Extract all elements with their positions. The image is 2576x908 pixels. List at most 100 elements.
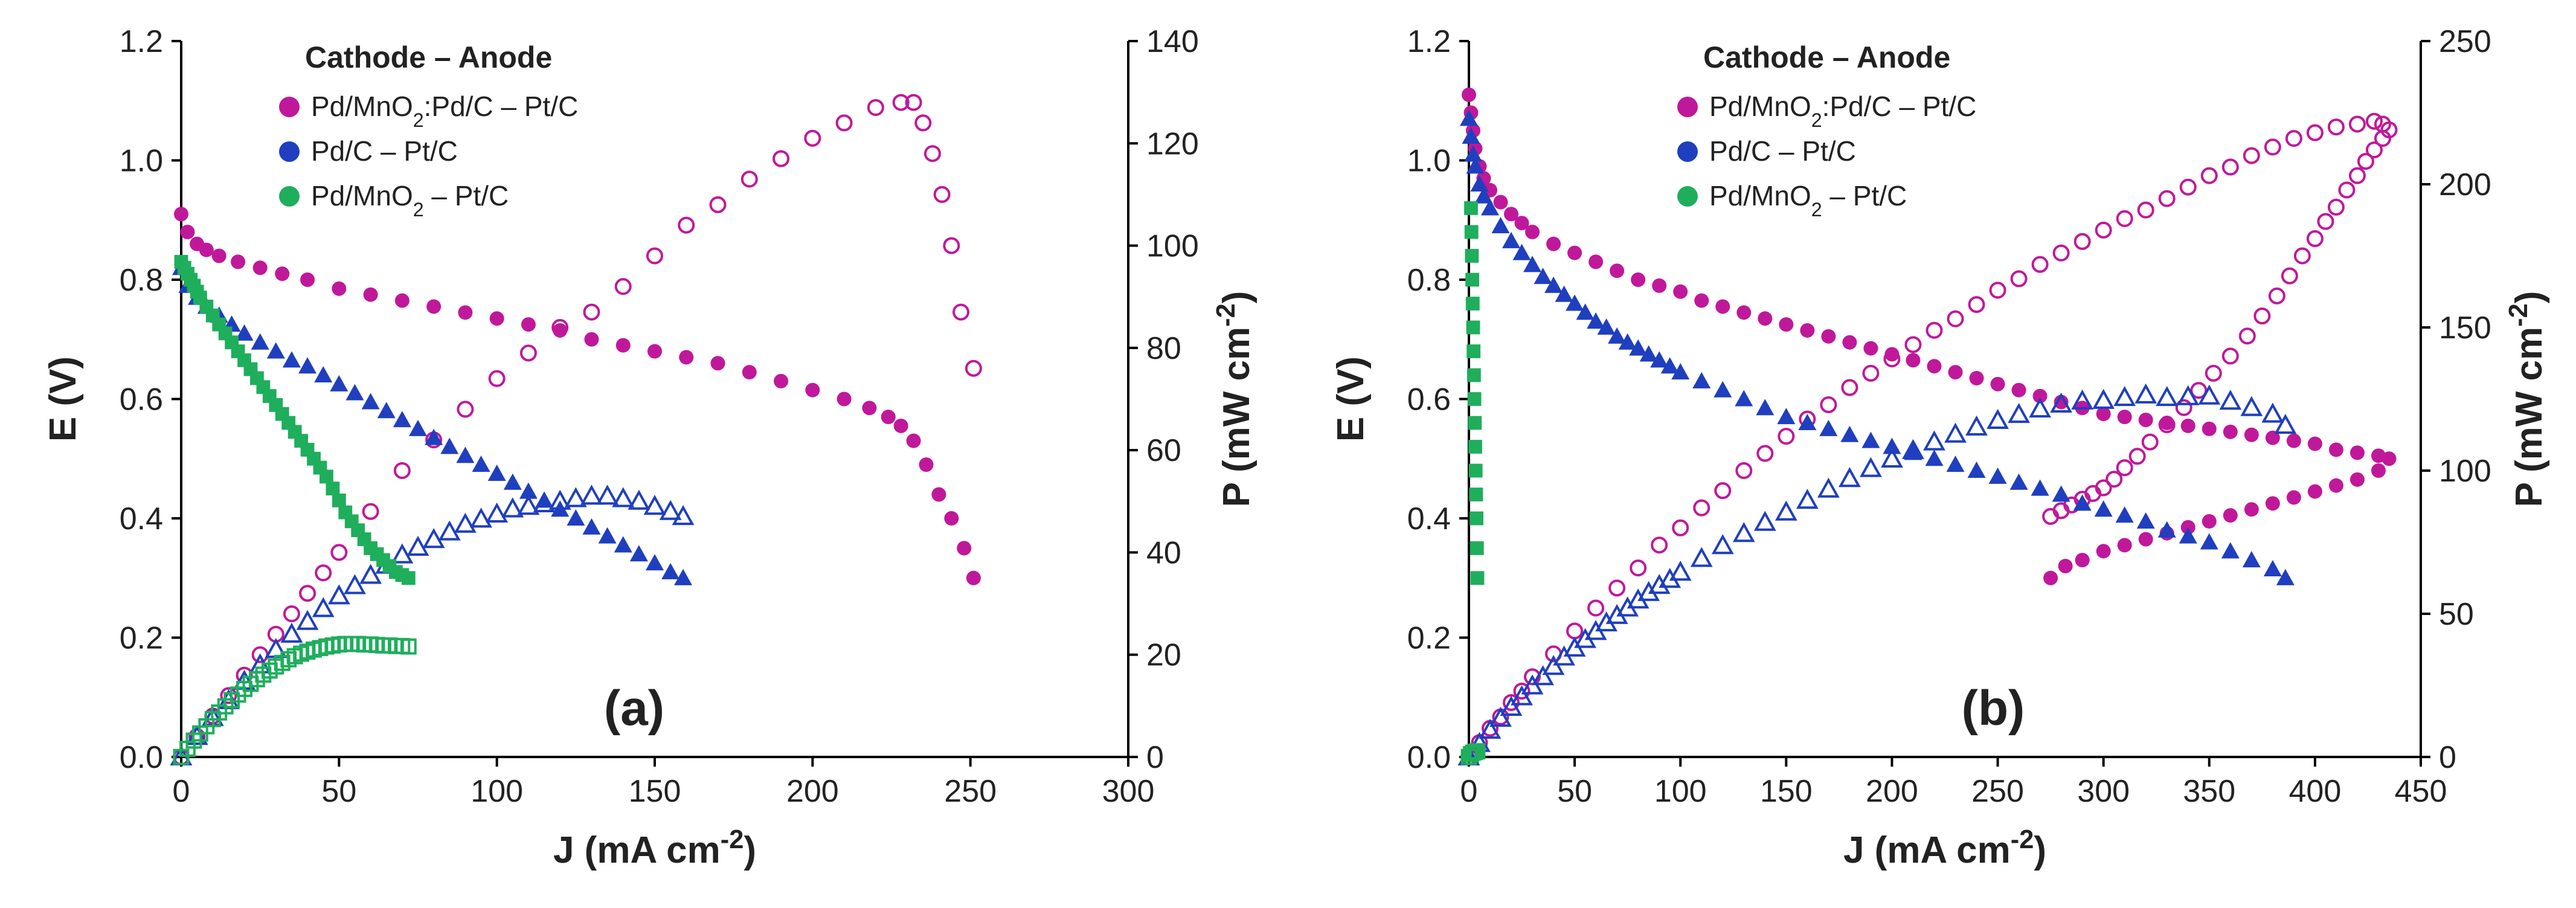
data-point — [330, 375, 348, 391]
data-point — [2327, 118, 2345, 136]
data-point — [1566, 622, 1584, 640]
data-point — [2116, 459, 2133, 477]
data-point — [2105, 471, 2123, 488]
data-point — [1735, 390, 1753, 407]
y2-tick-label: 40 — [1146, 535, 1181, 570]
legend-label: Pd/C – Pt/C — [1709, 135, 1856, 167]
data-point — [2158, 190, 2176, 207]
data-point — [2075, 553, 2090, 568]
data-point — [2265, 430, 2280, 445]
data-point — [2179, 178, 2197, 196]
data-point — [1555, 285, 1573, 302]
data-point — [521, 317, 536, 332]
data-point — [2157, 521, 2176, 538]
data-point — [2276, 568, 2295, 585]
legend-label: Pd/MnO2:Pd/C – Pt/C — [311, 91, 578, 131]
x-tick-label: 100 — [1654, 774, 1707, 809]
y-tick-label: 0.6 — [120, 382, 163, 417]
data-point — [1542, 655, 1565, 675]
data-point — [2306, 124, 2324, 141]
y2-tick-label: 50 — [2439, 597, 2474, 632]
data-point — [1860, 457, 1882, 477]
data-point — [1651, 536, 1668, 554]
y2-tick-label: 0 — [1146, 740, 1164, 775]
data-point — [2190, 382, 2208, 399]
data-point — [438, 520, 461, 541]
x-tick-label: 0 — [173, 774, 190, 809]
data-point — [2263, 559, 2282, 576]
data-point — [211, 248, 226, 263]
data-point — [2175, 399, 2192, 416]
data-point — [486, 502, 509, 523]
data-point — [2096, 407, 2111, 422]
data-point — [835, 114, 853, 132]
data-point — [919, 457, 934, 472]
data-point — [345, 384, 364, 401]
legend-marker — [279, 97, 300, 117]
panel-label: (b) — [1962, 681, 2025, 736]
y2-axis-title: P (mW cm-2) — [1212, 291, 1257, 507]
data-point — [2317, 213, 2334, 230]
data-point — [220, 687, 237, 704]
data-point — [298, 357, 317, 374]
data-point — [1819, 419, 1838, 436]
data-point — [501, 497, 524, 518]
data-point — [487, 464, 506, 481]
data-point — [2274, 413, 2297, 434]
y2-tick-label: 80 — [1146, 331, 1181, 366]
data-point — [1694, 293, 1709, 308]
data-point — [359, 564, 382, 584]
data-point — [2202, 421, 2217, 436]
chart-panel-b: 0 50 100 150 200 250 300 350 400 450 0.0 0.2 0.4 0.6 0… — [1330, 24, 2550, 871]
legend-label: Pd/MnO2 – Pt/C — [311, 180, 509, 221]
data-point — [1841, 379, 1858, 396]
data-point — [2328, 442, 2343, 457]
data-point — [2032, 388, 2048, 404]
y-tick-label: 0.4 — [120, 501, 163, 536]
data-point — [564, 487, 587, 507]
data-point — [1690, 547, 1713, 567]
data-point — [1779, 317, 1794, 332]
data-point — [2071, 389, 2094, 410]
data-point — [1715, 299, 1730, 314]
data-point — [2009, 473, 2028, 490]
x-tick-label: 100 — [471, 774, 523, 809]
data-point — [646, 554, 664, 571]
data-point — [1925, 449, 1944, 466]
data-point — [1862, 364, 1880, 382]
data-point — [837, 391, 852, 407]
data-point — [1798, 414, 1817, 430]
data-point — [1714, 381, 1732, 398]
data-point — [615, 338, 631, 353]
data-point — [1479, 718, 1502, 739]
data-point — [1968, 296, 1985, 314]
data-point — [1927, 359, 1942, 374]
data-point — [2293, 247, 2311, 265]
y-tick-label: 1.2 — [1407, 24, 1451, 59]
data-point — [1673, 284, 1688, 299]
data-point — [772, 150, 790, 167]
data-point — [2156, 386, 2179, 407]
data-point — [1469, 743, 1486, 759]
data-point — [1987, 408, 2009, 430]
data-point — [1511, 685, 1533, 706]
data-point — [2134, 383, 2157, 404]
data-point — [1544, 276, 1563, 293]
data-point — [1470, 571, 1485, 585]
data-point — [893, 418, 908, 433]
data-point — [1588, 254, 1604, 269]
y-axis-title: E (V) — [42, 356, 84, 442]
data-point — [1608, 579, 1626, 597]
data-point — [2242, 551, 2261, 568]
data-point — [1608, 327, 1627, 344]
data-point — [1500, 695, 1523, 716]
data-point — [2223, 424, 2238, 439]
data-point — [2265, 496, 2280, 511]
x-tick-label: 200 — [786, 774, 839, 809]
legend-marker — [1677, 97, 1698, 117]
data-point — [2141, 433, 2159, 451]
data-point — [327, 584, 350, 605]
data-point — [1904, 336, 1922, 353]
data-point — [1481, 199, 1500, 216]
data-point — [1881, 447, 1903, 468]
